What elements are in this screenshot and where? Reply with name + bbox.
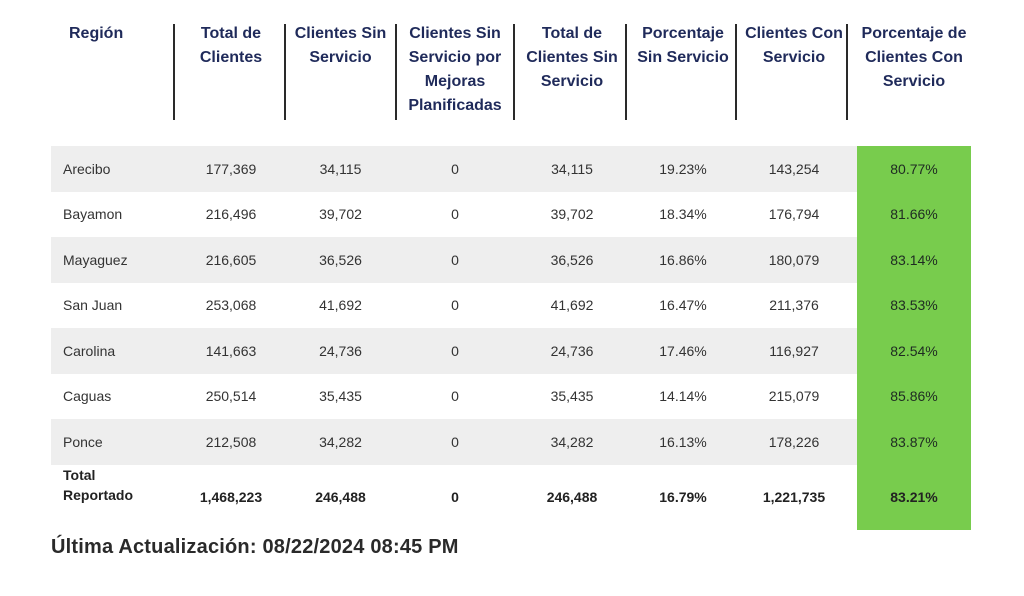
value-cell: 16.13% xyxy=(659,433,707,450)
value-cell: 19.23% xyxy=(659,160,707,177)
region-cell: Bayamon xyxy=(63,206,123,223)
value-cell: 116,927 xyxy=(769,342,819,359)
region-cell: Carolina xyxy=(63,342,116,359)
column-header-0: Región xyxy=(69,25,124,42)
total-label-line1: Total xyxy=(63,466,96,483)
table-row: San Juan 253,068 41,692 0 41,692 16.47% 211,37… xyxy=(51,282,971,328)
value-cell: 35,435 xyxy=(550,388,594,405)
value-cell: 39,702 xyxy=(319,206,362,223)
total-label: Total Reportado xyxy=(51,465,173,530)
region-cell: Caguas xyxy=(63,388,112,405)
value-cell: 143,254 xyxy=(768,160,820,177)
value-cell: 24,736 xyxy=(319,342,362,359)
column-header-6: Clientes Con Servicio xyxy=(745,25,843,66)
value-cell: 36,526 xyxy=(550,251,594,268)
value-cell: 14.14% xyxy=(659,388,707,405)
value-cell: 216,496 xyxy=(205,206,257,223)
value-cell: 16.47% xyxy=(659,297,707,314)
column-header-5: Porcentaje Sin Servicio xyxy=(637,25,729,66)
value-cell: 0 xyxy=(451,297,459,314)
value-cell: 215,079 xyxy=(768,388,820,405)
header-divider xyxy=(735,24,737,120)
value-cell: 0 xyxy=(451,342,459,359)
value-cell: 34,282 xyxy=(319,433,362,450)
value-cell: 83.53% xyxy=(857,282,971,328)
total-value-cell: 16.79% xyxy=(659,489,707,505)
header-divider xyxy=(513,24,515,120)
value-cell: 176,794 xyxy=(768,206,820,223)
value-cell: 178,226 xyxy=(768,433,820,450)
column-header-4: Total de Clientes Sin Servicio xyxy=(526,25,618,90)
region-cell: Mayaguez xyxy=(63,251,128,268)
region-cell: Ponce xyxy=(63,433,103,450)
header-divider xyxy=(625,24,627,120)
total-row: Total Reportado 1,468,223 246,488 0 246,488 16… xyxy=(51,464,971,530)
column-header-3: Clientes Sin Servicio por Mejoras Planif… xyxy=(408,25,502,114)
value-cell: 80.77% xyxy=(857,146,971,192)
last-updated-text: Última Actualización: 08/22/2024 08:45 P… xyxy=(51,536,459,558)
value-cell: 177,369 xyxy=(205,160,257,177)
value-cell: 216,605 xyxy=(205,251,257,268)
value-cell: 41,692 xyxy=(550,297,594,314)
table-row: Arecibo 177,369 34,115 0 34,115 19.23% 143,254… xyxy=(51,146,971,192)
table-row: Ponce 212,508 34,282 0 34,282 16.13% 178,226 83… xyxy=(51,419,971,465)
header-divider xyxy=(395,24,397,120)
value-cell: 250,514 xyxy=(205,388,257,405)
value-cell: 83.14% xyxy=(857,237,971,283)
value-cell: 34,115 xyxy=(551,160,593,177)
value-cell: 0 xyxy=(451,433,459,450)
table-row: Mayaguez 216,605 36,526 0 36,526 16.86% 180,07… xyxy=(51,237,971,283)
total-value-cell: 1,221,735 xyxy=(762,489,826,505)
value-cell: 0 xyxy=(451,160,459,177)
table-row: Caguas 250,514 35,435 0 35,435 14.14% 215,079 8… xyxy=(51,373,971,419)
value-cell: 81.66% xyxy=(857,191,971,237)
value-cell: 34,115 xyxy=(319,160,362,177)
value-cell: 180,079 xyxy=(768,251,820,268)
value-cell: 85.86% xyxy=(857,373,971,419)
value-cell: 0 xyxy=(451,388,459,405)
region-cell: San Juan xyxy=(63,297,123,314)
column-header-1: Total de Clientes xyxy=(199,25,263,66)
value-cell: 34,282 xyxy=(550,433,594,450)
region-cell: Arecibo xyxy=(63,160,111,177)
value-cell: 0 xyxy=(451,251,459,268)
value-cell: 39,702 xyxy=(550,206,594,223)
value-cell: 41,692 xyxy=(319,297,362,314)
table-header: Región Total de Clientes Clientes Sin Serv… xyxy=(51,22,971,146)
table-row: Carolina 141,663 24,736 0 24,736 17.46% 116,92… xyxy=(51,328,971,374)
outage-table: Región Total de Clientes Clientes Sin Serv… xyxy=(51,22,971,530)
total-value-cell: 0 xyxy=(451,489,459,505)
table-row: Bayamon 216,496 39,702 0 39,702 18.34% 176,794… xyxy=(51,191,971,237)
total-label-line2: Reportado xyxy=(63,486,133,503)
value-cell: 82.54% xyxy=(857,328,971,374)
value-cell: 0 xyxy=(451,206,459,223)
header-divider xyxy=(284,24,286,120)
value-cell: 17.46% xyxy=(659,342,707,359)
header-divider xyxy=(173,24,175,120)
value-cell: 83.87% xyxy=(857,419,971,465)
value-cell: 212,508 xyxy=(205,433,257,450)
total-value-cell: 246,488 xyxy=(546,489,598,505)
total-value-cell: 1,468,223 xyxy=(199,489,263,505)
value-cell: 16.86% xyxy=(659,251,707,268)
header-divider xyxy=(846,24,848,120)
value-cell: 253,068 xyxy=(205,297,257,314)
value-cell: 141,663 xyxy=(205,342,257,359)
value-cell: 35,435 xyxy=(319,388,362,405)
column-header-7: Porcentaje de Clientes Con Servicio xyxy=(861,25,967,90)
value-cell: 36,526 xyxy=(319,251,362,268)
total-value-cell: 246,488 xyxy=(315,489,366,505)
column-header-2: Clientes Sin Servicio xyxy=(294,25,387,66)
table-body: Arecibo 177,369 34,115 0 34,115 19.23% 143,254… xyxy=(51,146,971,530)
total-value-cell: 83.21% xyxy=(857,464,971,530)
value-cell: 18.34% xyxy=(659,206,707,223)
value-cell: 211,376 xyxy=(769,297,819,314)
value-cell: 24,736 xyxy=(550,342,594,359)
